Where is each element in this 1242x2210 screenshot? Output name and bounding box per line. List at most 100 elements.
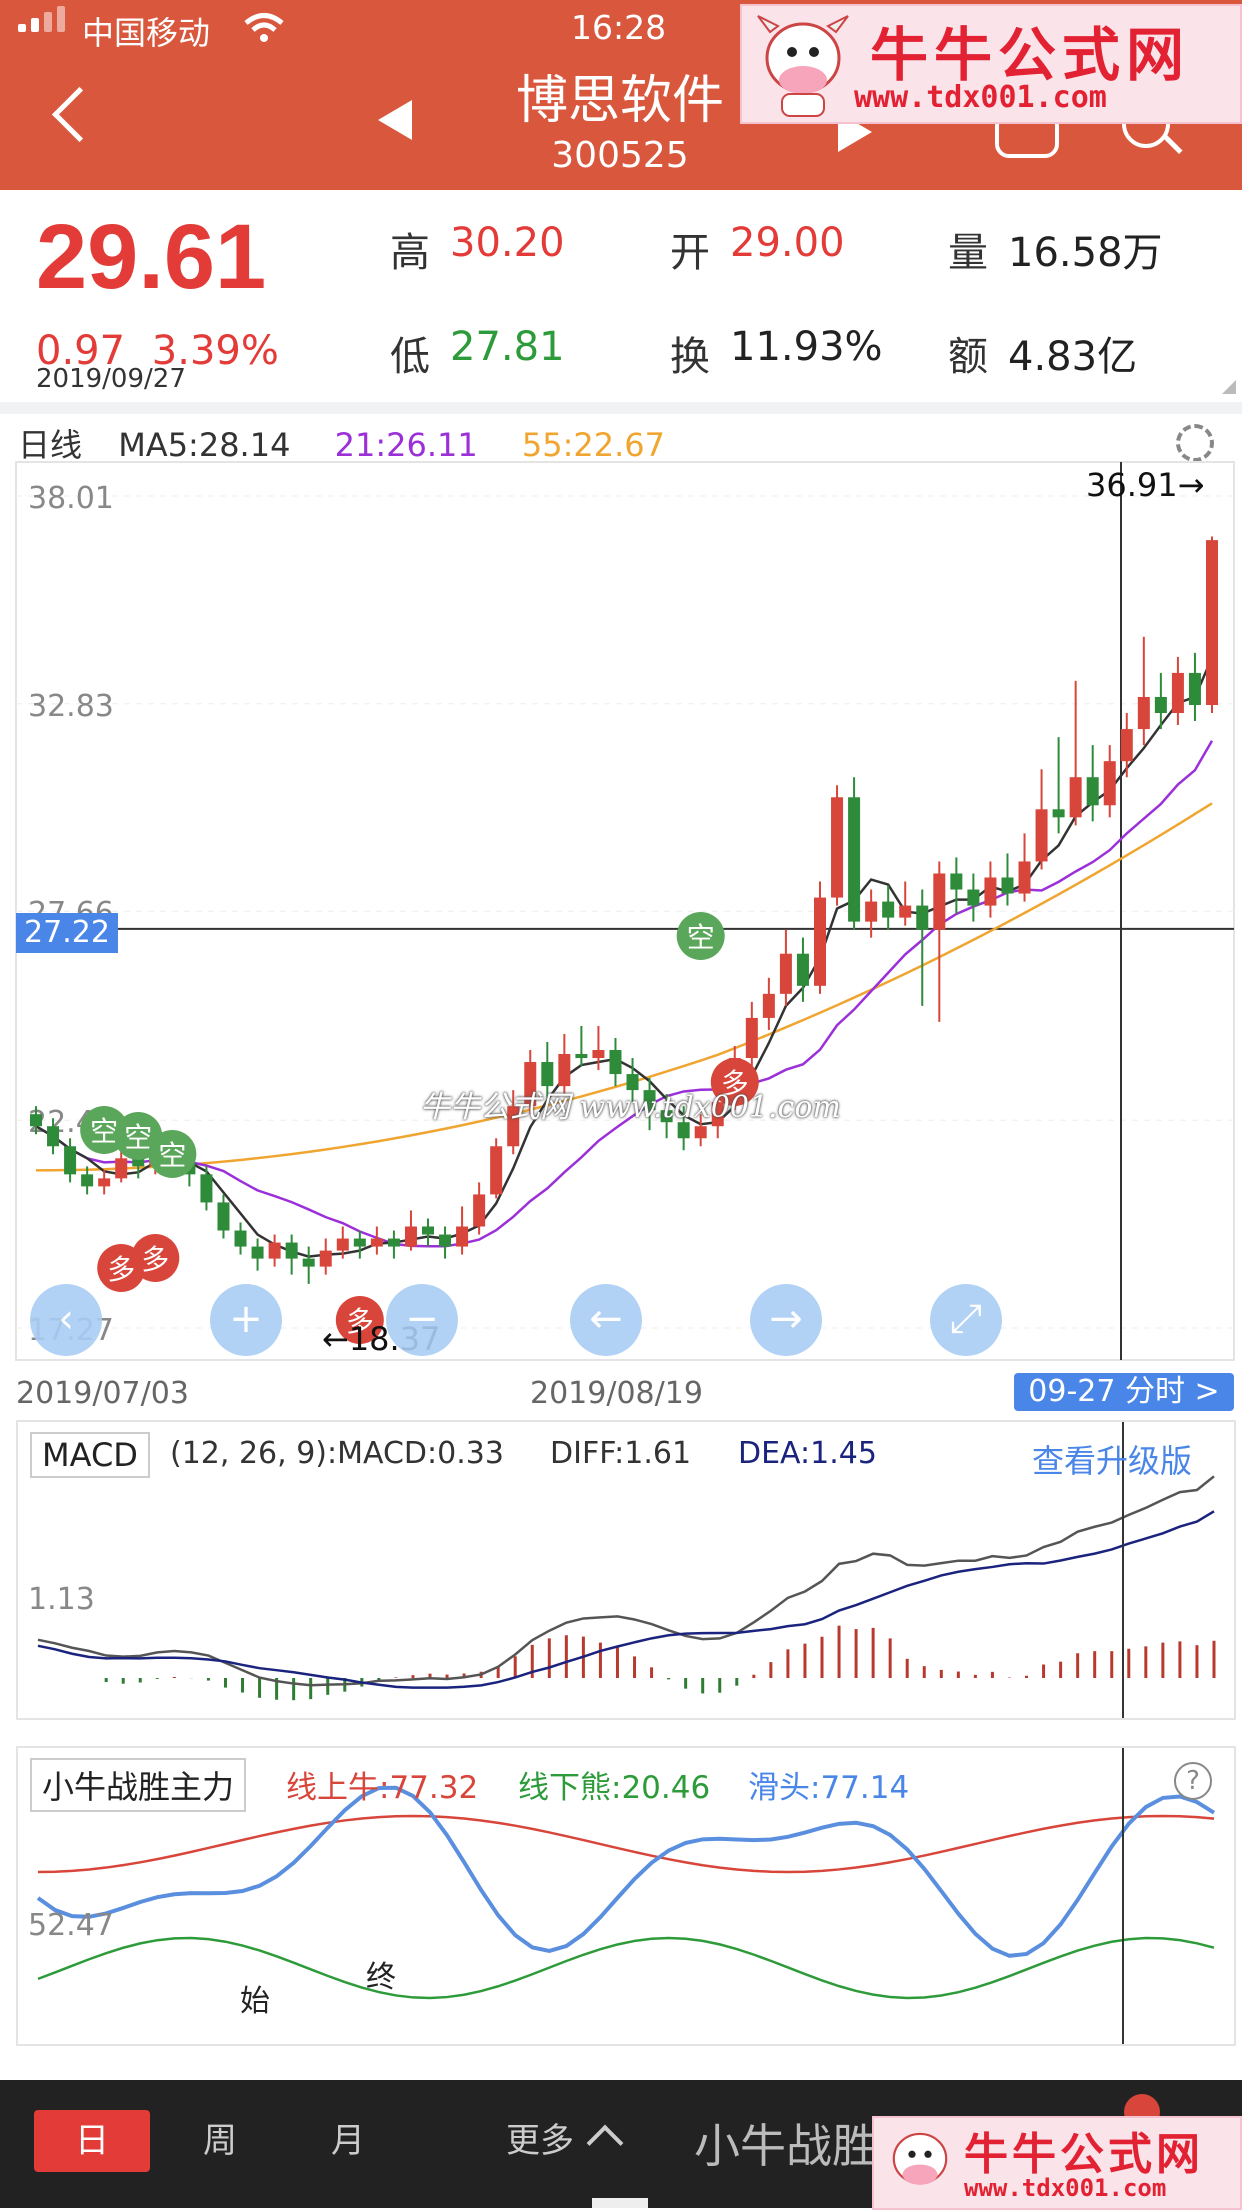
candle-down	[796, 953, 809, 986]
candle-up	[899, 905, 912, 918]
candle-down	[234, 1230, 247, 1247]
minute-chart-button[interactable]: 09-27 分时 >	[1014, 1373, 1234, 1411]
candle-up	[1171, 672, 1184, 714]
volume-value: 16.58万	[1008, 230, 1163, 276]
candle-down	[1154, 696, 1167, 714]
candle-down	[950, 873, 963, 890]
signal-bear	[676, 912, 725, 960]
carrier-label: 中国移动	[82, 14, 211, 52]
candle-down	[609, 1049, 622, 1075]
arrow-right-icon[interactable]: →	[750, 1284, 822, 1356]
niu-y-tick: 52.47	[28, 1908, 114, 1943]
y-tick-label: 38.01	[28, 481, 114, 516]
dea-line	[37, 1510, 1215, 1689]
left-icon[interactable]: ‹	[30, 1284, 102, 1356]
signal-bull-label: 多	[346, 1305, 374, 1338]
ma-legend: 日线 MA5:28.14 21:26.11 55:22.67	[18, 420, 665, 466]
candle-down	[422, 1226, 434, 1235]
signal-bull	[131, 1234, 180, 1282]
more-button[interactable]: 更多	[506, 2121, 574, 2161]
candle-down	[353, 1238, 366, 1247]
candle-up	[1120, 729, 1133, 762]
niu-bull: 线上牛:77.32	[286, 1770, 479, 1806]
signal-bull	[335, 1296, 384, 1344]
price-change: 0.97 3.39%	[36, 328, 279, 374]
signal-bull-label: 多	[141, 1243, 169, 1276]
candle-down	[200, 1174, 213, 1203]
candle-up	[711, 1102, 724, 1127]
candle-up	[814, 897, 826, 986]
upgrade-link[interactable]: 查看升级版	[1032, 1442, 1193, 1480]
low-value: 27.81	[450, 324, 565, 370]
high-value: 30.20	[450, 220, 565, 266]
candle-up	[370, 1238, 383, 1247]
candle-up	[1018, 861, 1031, 894]
help-icon[interactable]: ?	[1174, 1762, 1212, 1800]
amount-label: 额	[948, 334, 988, 380]
back-arrow-icon[interactable]	[51, 86, 108, 143]
ma21-line	[35, 740, 1214, 1248]
period-week-button[interactable]: 周	[203, 2121, 237, 2161]
section-divider	[0, 402, 1242, 414]
turnover-value: 11.93%	[730, 324, 883, 370]
candle-down	[1052, 809, 1065, 818]
signal-bull	[710, 1058, 759, 1106]
expand-corner-icon[interactable]	[1222, 380, 1236, 394]
ma55-line	[35, 802, 1213, 1172]
previous-stock-icon[interactable]	[378, 100, 412, 140]
arrow-left-icon[interactable]: ←	[570, 1284, 642, 1356]
candle-down	[848, 797, 861, 922]
niu-indicator-panel: 小牛战胜主力 线上牛:77.32 线下熊:20.46 滑头:77.14 52.4…	[16, 1746, 1236, 2046]
candle-down	[285, 1242, 298, 1259]
candle-up	[831, 797, 844, 898]
candle-down	[916, 905, 929, 930]
signal-bear-label: 空	[687, 921, 715, 954]
candle-down	[132, 1158, 145, 1167]
candle-up	[865, 901, 878, 922]
candle-down	[660, 1110, 673, 1123]
candle-up	[1103, 761, 1116, 806]
stock-name: 博思软件	[515, 71, 724, 131]
candle-up	[490, 1146, 503, 1195]
candle-up	[1035, 809, 1048, 862]
candle-down	[643, 1090, 656, 1111]
candle-down	[1188, 672, 1201, 706]
gear-icon[interactable]	[1176, 424, 1214, 462]
watermark-url: www.tdx001.com	[854, 80, 1107, 115]
watermark-banner-bottom: 牛牛公式网 www.tdx001.com	[872, 2116, 1242, 2210]
zoom-in-icon[interactable]: +	[210, 1284, 282, 1356]
clock: 16:28	[571, 8, 667, 47]
signal-bull-label: 多	[107, 1253, 135, 1286]
candle-down	[882, 901, 895, 918]
macd-chart	[37, 1422, 1216, 1718]
period-day-button[interactable]: 日	[34, 2110, 150, 2172]
candle-down	[387, 1238, 400, 1247]
date-start: 2019/07/03	[16, 1376, 189, 1411]
y-tick-label: 32.83	[28, 689, 114, 724]
max-price-label: 36.91→	[1086, 466, 1204, 504]
candle-up	[336, 1238, 349, 1251]
candle-down	[1001, 877, 1014, 894]
niu-bear: 线下熊:20.46	[518, 1770, 711, 1806]
candle-down	[1086, 777, 1099, 806]
signal-bear-label: 空	[158, 1139, 186, 1172]
niu-tag[interactable]: 小牛战胜主力	[30, 1758, 247, 1812]
zoom-out-icon[interactable]: −	[386, 1284, 458, 1356]
cow-logo-icon	[892, 2132, 948, 2185]
change-percent: 3.39%	[151, 328, 279, 374]
status-bar: 中国移动 16:28	[0, 0, 1242, 58]
indicator-selector[interactable]: 小牛战胜	[694, 2119, 878, 2173]
ma5-value: MA5:28.14	[118, 426, 291, 464]
candle-down	[626, 1074, 639, 1091]
macd-panel: MACD (12, 26, 9):MACD:0.33 DIFF:1.61 DEA…	[16, 1420, 1236, 1720]
period-month-button[interactable]: 月	[331, 2121, 365, 2161]
macd-tag[interactable]: MACD	[30, 1432, 150, 1478]
low-label: 低	[390, 334, 430, 380]
expand-icon[interactable]: ⤢	[930, 1284, 1002, 1356]
crosshair-price-label: 27.22	[16, 913, 118, 953]
candle-down	[251, 1246, 264, 1259]
diff-line	[37, 1475, 1215, 1687]
candle-up	[933, 873, 946, 930]
wifi-icon	[244, 13, 284, 42]
